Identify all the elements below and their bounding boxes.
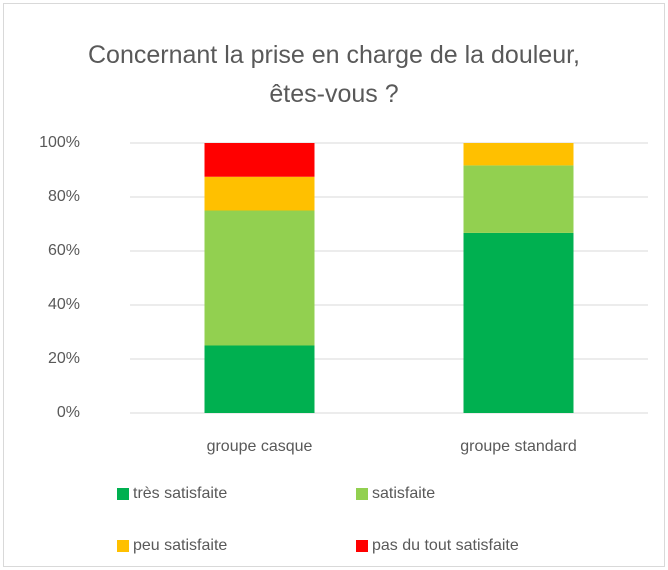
y-tick-label: 40% bbox=[48, 296, 80, 313]
legend-label: pas du tout satisfaite bbox=[372, 537, 519, 554]
y-tick-label: 0% bbox=[57, 404, 80, 421]
bar-segment bbox=[204, 210, 315, 346]
x-tick-label: groupe standard bbox=[460, 438, 577, 455]
bar-segment bbox=[204, 176, 315, 211]
y-tick-label: 100% bbox=[39, 134, 80, 151]
legend-swatch bbox=[117, 488, 129, 500]
chart-title: Concernant la prise en charge de la doul… bbox=[88, 41, 580, 108]
bar-segment bbox=[463, 232, 574, 413]
y-tick-label: 60% bbox=[48, 242, 80, 259]
bar-segment bbox=[463, 165, 574, 233]
bar-segment bbox=[204, 345, 315, 413]
legend-swatch bbox=[117, 540, 129, 552]
bar-segment bbox=[463, 143, 574, 166]
y-tick-label: 20% bbox=[48, 350, 80, 367]
legend-swatch bbox=[356, 540, 368, 552]
legend-swatch bbox=[356, 488, 368, 500]
x-tick-label: groupe casque bbox=[207, 438, 313, 455]
bar-segment bbox=[204, 143, 315, 177]
legend-label: peu satisfaite bbox=[133, 537, 227, 554]
legend-label: satisfaite bbox=[372, 485, 435, 502]
legend-label: très satisfaite bbox=[133, 485, 227, 502]
y-tick-label: 80% bbox=[48, 188, 80, 205]
